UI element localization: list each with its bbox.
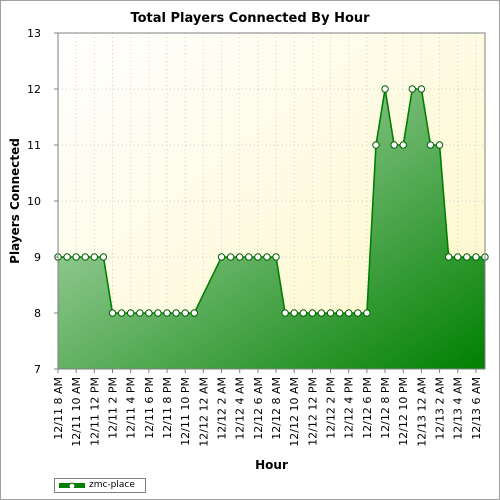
x-tick-label: 12/13 2 AM xyxy=(434,377,447,440)
markers xyxy=(54,85,489,317)
x-tick-label: 12/11 4 PM xyxy=(125,377,138,439)
data-point xyxy=(426,141,435,149)
x-tick-label: 12/13 4 AM xyxy=(452,377,465,440)
y-tick-label: 9 xyxy=(34,251,41,264)
data-point xyxy=(245,253,253,261)
data-point xyxy=(108,309,117,317)
data-point xyxy=(272,253,280,261)
axes: 7 8 9 10 11 12 13 12/11 8 AM 12/11 10 AM 12/11 12… xyxy=(27,27,486,447)
data-point xyxy=(408,85,417,93)
x-tick-label: 12/11 8 PM xyxy=(161,377,174,439)
data-point xyxy=(126,309,135,317)
x-tick-label: 12/13 6 AM xyxy=(470,377,483,440)
data-point xyxy=(435,141,444,149)
data-point xyxy=(72,253,80,261)
data-point xyxy=(454,253,462,261)
x-tick-label: 12/11 10 AM xyxy=(70,377,83,447)
data-point xyxy=(345,309,353,317)
y-tick-label: 13 xyxy=(27,27,41,40)
data-point xyxy=(154,309,162,317)
y-tick-label: 12 xyxy=(27,83,41,96)
x-tick-label: 12/11 10 PM xyxy=(179,377,192,446)
area-layer xyxy=(58,88,485,369)
data-point xyxy=(381,85,389,93)
data-point xyxy=(163,309,171,317)
data-point xyxy=(399,141,407,149)
legend: zmc-place xyxy=(54,478,146,493)
x-tick-label: 12/12 10 PM xyxy=(397,377,410,446)
y-tick-label: 11 xyxy=(27,139,41,152)
data-point xyxy=(308,309,317,317)
data-point xyxy=(145,309,153,317)
x-tick-label: 12/11 2 PM xyxy=(107,377,120,439)
x-tick-label: 12/12 2 PM xyxy=(325,377,338,439)
data-point xyxy=(372,141,380,149)
data-point xyxy=(263,253,271,261)
x-tick-label: 12/11 8 AM xyxy=(52,377,65,440)
data-point xyxy=(290,309,298,317)
data-point xyxy=(226,253,235,261)
y-axis-title: Players Connected xyxy=(8,138,22,264)
data-point xyxy=(190,309,198,317)
x-tick-label: 12/12 10 AM xyxy=(288,377,301,447)
x-tick-label: 12/12 4 PM xyxy=(343,377,356,439)
x-tick-label: 12/11 12 PM xyxy=(88,377,101,446)
data-point xyxy=(81,253,89,261)
data-point xyxy=(217,253,226,261)
x-tick-label: 12/11 6 PM xyxy=(143,377,156,439)
data-point xyxy=(172,309,180,317)
y-tick-label: 7 xyxy=(34,363,41,376)
data-point xyxy=(281,309,289,317)
data-point xyxy=(335,309,344,317)
data-point xyxy=(317,309,326,317)
y-tick-label: 10 xyxy=(27,195,41,208)
x-tick-label: 12/12 6 PM xyxy=(361,377,374,439)
data-point xyxy=(117,309,126,317)
data-point xyxy=(90,253,99,261)
data-point xyxy=(254,253,262,261)
y-tick-label: 8 xyxy=(34,307,41,320)
x-tick-label: 12/12 4 AM xyxy=(234,377,247,440)
data-point xyxy=(354,309,362,317)
x-tick-label: 12/12 12 AM xyxy=(197,377,210,447)
x-tick-label: 12/12 8 AM xyxy=(270,377,283,440)
x-tick-label: 12/12 6 AM xyxy=(252,377,265,440)
data-point xyxy=(236,253,244,261)
data-point xyxy=(363,309,371,317)
data-point xyxy=(417,85,426,93)
data-point xyxy=(181,309,189,317)
data-point xyxy=(463,253,471,261)
data-point xyxy=(63,253,71,261)
x-axis-title: Hour xyxy=(255,458,288,472)
x-tick-label: 12/12 8 PM xyxy=(379,377,392,439)
chart-title: Total Players Connected By Hour xyxy=(130,11,370,26)
legend-label: zmc-place xyxy=(89,480,135,490)
data-point xyxy=(444,253,453,261)
x-tick-label: 12/12 2 AM xyxy=(216,377,229,440)
x-tick-label: 12/13 12 AM xyxy=(415,377,428,447)
series-area xyxy=(58,89,485,369)
data-point xyxy=(390,141,398,149)
data-point xyxy=(472,253,480,261)
x-tick-label: 12/12 12 PM xyxy=(306,377,319,446)
data-point xyxy=(99,253,108,261)
data-point xyxy=(136,309,144,317)
legend-swatch xyxy=(59,482,85,488)
data-point xyxy=(299,309,307,317)
data-point xyxy=(326,309,335,317)
series-line xyxy=(58,88,485,314)
